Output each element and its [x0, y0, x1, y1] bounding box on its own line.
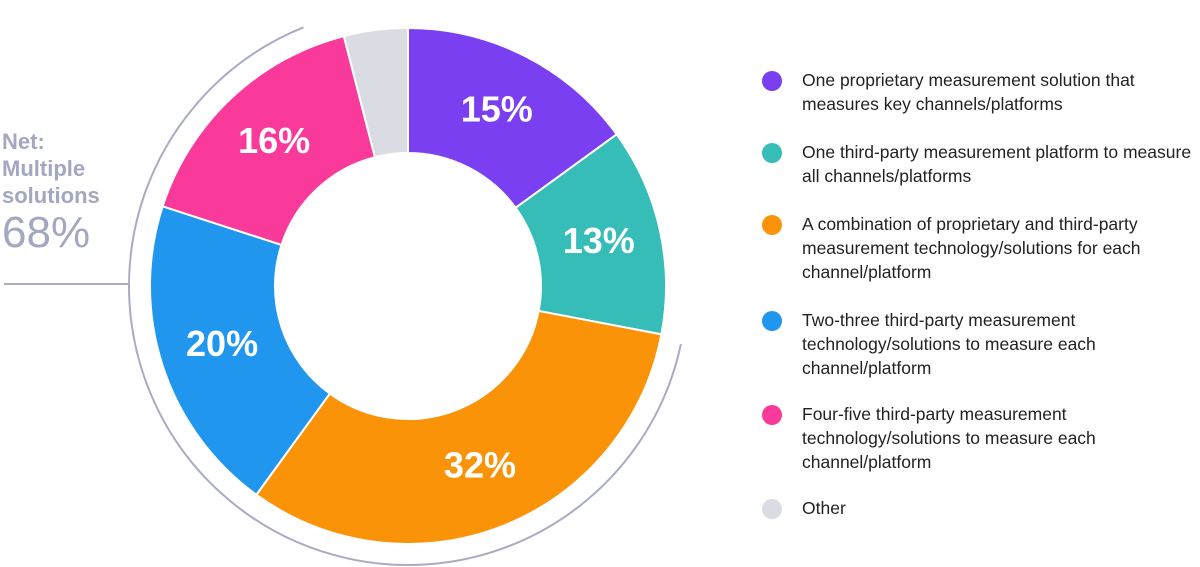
- donut-slice: [342, 26, 409, 159]
- donut-slice: [254, 309, 663, 545]
- legend-label: Two-three third-party measurement techno…: [802, 310, 1096, 378]
- legend-item: Four-five third-party measurement techno…: [762, 402, 1200, 496]
- slice-value-label: 20%: [186, 323, 258, 364]
- legend-swatch: [762, 71, 782, 91]
- legend-item: Two-three third-party measurement techno…: [762, 308, 1200, 402]
- legend-swatch: [762, 405, 782, 425]
- net-label-line2: Multiple: [2, 156, 86, 181]
- net-bracket-arc: [128, 26, 682, 566]
- legend-label: One proprietary measurement solution tha…: [802, 70, 1135, 114]
- net-value: 68%: [2, 208, 91, 257]
- legend-label: Other: [802, 498, 846, 518]
- legend-swatch: [762, 499, 782, 519]
- legend-item: One third-party measurement platform to …: [762, 140, 1200, 212]
- donut-slice: [149, 205, 332, 497]
- net-multiple-solutions-annotation: Net: Multiple solutions 68%: [2, 128, 100, 259]
- net-label-line3: solutions: [2, 183, 100, 208]
- legend-swatch: [762, 215, 782, 235]
- legend-label: A combination of proprietary and third-p…: [802, 214, 1141, 282]
- slice-value-label: 13%: [563, 220, 635, 261]
- legend-item: A combination of proprietary and third-p…: [762, 212, 1200, 308]
- chart-legend: One proprietary measurement solution tha…: [762, 68, 1200, 522]
- donut-slice: [161, 34, 377, 247]
- legend-item: Other: [762, 496, 1200, 522]
- slice-value-label: 16%: [238, 120, 310, 161]
- legend-swatch: [762, 143, 782, 163]
- slice-value-label: 15%: [461, 88, 533, 129]
- legend-label: One third-party measurement platform to …: [802, 142, 1192, 186]
- net-label-line1: Net:: [2, 129, 45, 154]
- slice-value-label: 32%: [444, 444, 516, 485]
- legend-swatch: [762, 311, 782, 331]
- legend-item: One proprietary measurement solution tha…: [762, 68, 1200, 140]
- donut-slice: [407, 26, 619, 210]
- legend-label: Four-five third-party measurement techno…: [802, 404, 1096, 472]
